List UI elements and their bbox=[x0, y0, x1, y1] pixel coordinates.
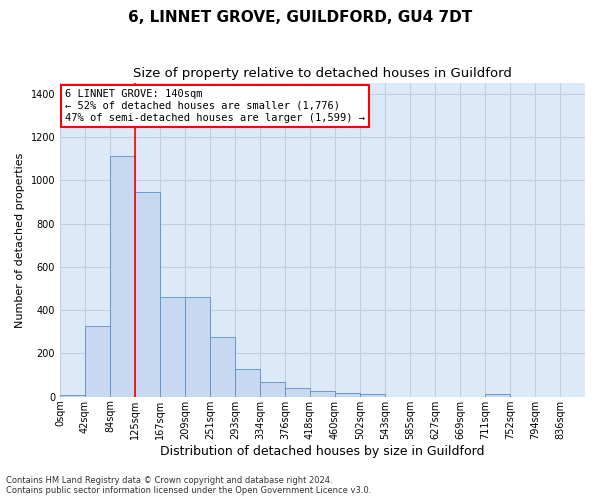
Bar bbox=[110, 156, 135, 396]
Text: 6 LINNET GROVE: 140sqm
← 52% of detached houses are smaller (1,776)
47% of semi-: 6 LINNET GROVE: 140sqm ← 52% of detached… bbox=[65, 90, 365, 122]
Bar bbox=[310, 392, 335, 396]
X-axis label: Distribution of detached houses by size in Guildford: Distribution of detached houses by size … bbox=[160, 444, 485, 458]
Bar bbox=[335, 393, 360, 396]
Bar bbox=[60, 394, 85, 396]
Bar bbox=[185, 297, 210, 396]
Bar bbox=[260, 382, 285, 396]
Bar bbox=[135, 192, 160, 396]
Bar bbox=[210, 337, 235, 396]
Text: 6, LINNET GROVE, GUILDFORD, GU4 7DT: 6, LINNET GROVE, GUILDFORD, GU4 7DT bbox=[128, 10, 472, 25]
Bar bbox=[85, 326, 110, 396]
Bar bbox=[360, 394, 385, 396]
Y-axis label: Number of detached properties: Number of detached properties bbox=[15, 152, 25, 328]
Bar bbox=[285, 388, 310, 396]
Bar bbox=[485, 394, 510, 396]
Bar bbox=[160, 297, 185, 396]
Title: Size of property relative to detached houses in Guildford: Size of property relative to detached ho… bbox=[133, 68, 512, 80]
Bar bbox=[235, 368, 260, 396]
Text: Contains HM Land Registry data © Crown copyright and database right 2024.
Contai: Contains HM Land Registry data © Crown c… bbox=[6, 476, 371, 495]
